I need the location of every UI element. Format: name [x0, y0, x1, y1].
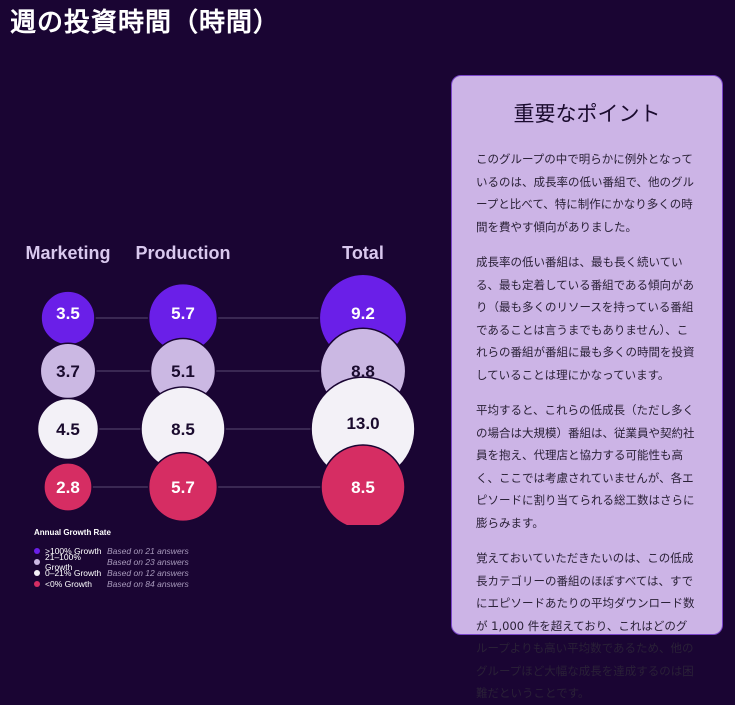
- legend-label: 0–21% Growth: [45, 567, 102, 578]
- bubble: [320, 444, 406, 525]
- legend-label: >100% Growth: [45, 545, 102, 556]
- legend-note: Based on 84 answers: [107, 578, 189, 589]
- panel-paragraph: 覚えておいていただきたいのは、この低成長カテゴリーの番組のほぼすべては、すでにエ…: [476, 551, 695, 700]
- legend-item: >100% Growth Based on 21 answers: [34, 545, 294, 556]
- column-header: Production: [136, 243, 231, 263]
- legend-note: Based on 21 answers: [107, 545, 189, 556]
- bubble-value-label: 3.7: [56, 362, 80, 381]
- bubble: [147, 451, 219, 523]
- legend-note: Based on 12 answers: [107, 567, 189, 578]
- bubble-chart: Marketing Production Total 3.5 5.7 9.2 3.7 5.1 8…: [25, 243, 416, 525]
- bubble-value-label: 4.5: [56, 420, 80, 439]
- bubble: [43, 462, 93, 512]
- legend-label: <0% Growth: [45, 578, 93, 589]
- bubble-value-label: 8.5: [171, 420, 195, 439]
- column-header: Total: [342, 243, 384, 263]
- legend-label: 21–100% Growth: [45, 551, 81, 572]
- bubble-value-label: 3.5: [56, 304, 80, 323]
- panel-paragraph: このグループの中で明らかに例外となっているのは、成長率の低い番組で、他のグループ…: [476, 152, 695, 234]
- legend-item: 0–21% Growth Based on 12 answers: [34, 567, 294, 578]
- legend: Annual Growth Rate >100% Growth Based on …: [34, 528, 294, 589]
- page-title: 週の投資時間（時間）: [10, 8, 281, 38]
- bubble-value-label: 5.1: [171, 362, 195, 381]
- bubble-value-label: 8.8: [351, 362, 375, 381]
- legend-note: Based on 23 answers: [107, 556, 189, 567]
- bubble: [36, 397, 100, 461]
- panel-title: 重要なポイント: [513, 102, 661, 126]
- bubble-value-label: 2.8: [56, 478, 80, 497]
- column-header: Marketing: [25, 243, 110, 263]
- legend-item: <0% Growth Based on 84 answers: [34, 578, 294, 589]
- key-points-panel: 重要なポイント このグループの中で明らかに例外となっているのは、成長率の低い番組…: [451, 75, 723, 700]
- bubble-value-label: 9.2: [351, 304, 375, 323]
- panel-paragraph: 平均すると、これらの低成長（ただし多くの場合は大規模）番組は、従業員や契約社員を…: [476, 403, 695, 530]
- bubble-value-label: 8.5: [351, 478, 375, 497]
- legend-dot-icon: [34, 580, 40, 587]
- legend-title: Annual Growth Rate: [34, 528, 111, 537]
- legend-dot-icon: [34, 558, 40, 565]
- bubble-value-label: 5.7: [171, 478, 195, 497]
- legend-dot-icon: [34, 547, 40, 554]
- bubble-value-label: 13.0: [346, 414, 379, 433]
- legend-item: 21–100% Growth Based on 23 answers: [34, 552, 294, 572]
- panel-paragraph: 成長率の低い番組は、最も長く続いている、最も定着している番組である傾向があり（最…: [476, 255, 695, 382]
- legend-dot-icon: [34, 569, 40, 576]
- bubble-value-label: 5.7: [171, 304, 195, 323]
